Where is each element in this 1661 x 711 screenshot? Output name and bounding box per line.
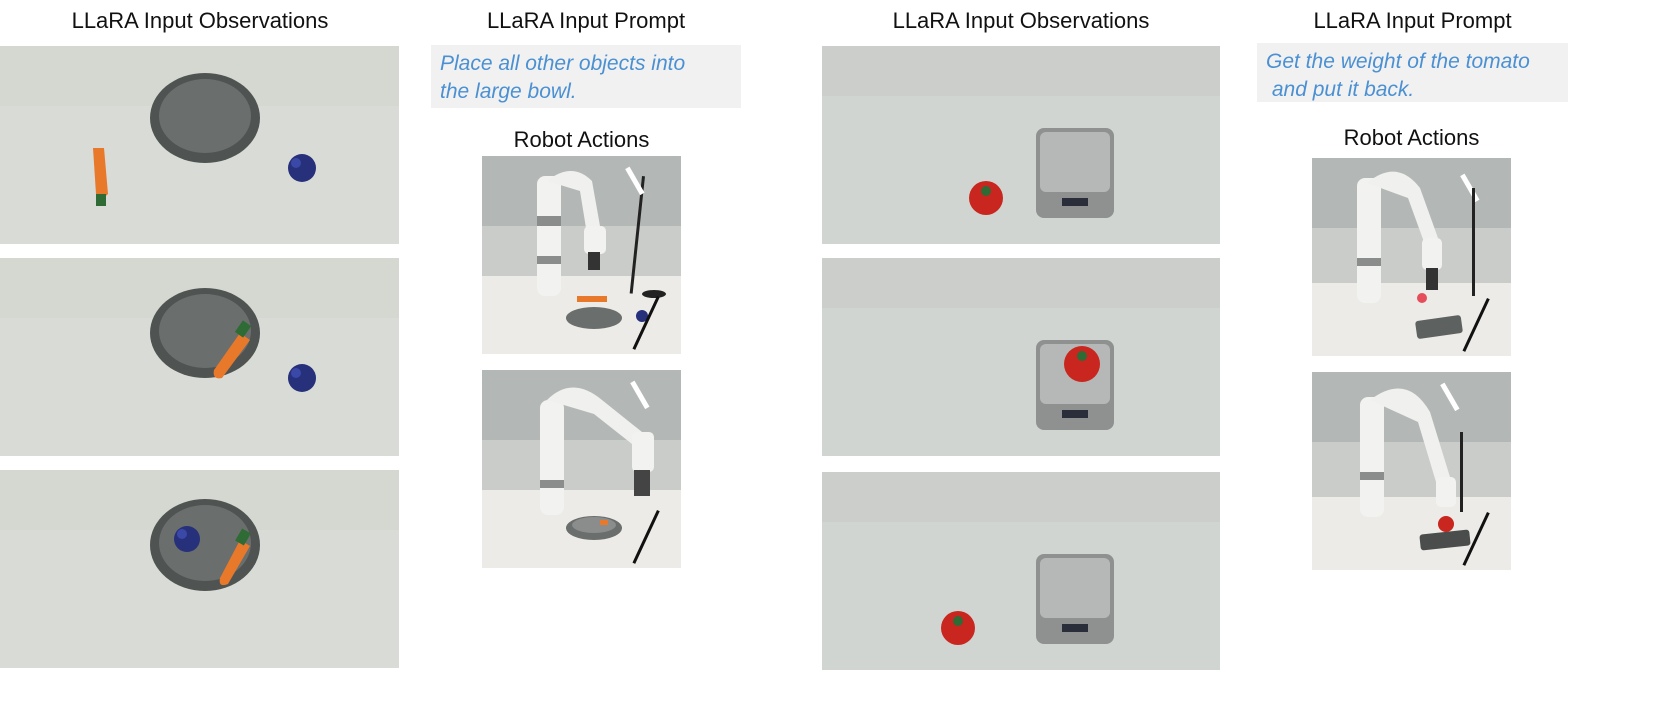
right-prompt-line-2: and put it back. bbox=[1266, 78, 1415, 101]
left-prompt-box: Place all other objects into the large b… bbox=[431, 45, 741, 108]
left-observation-image-1 bbox=[0, 46, 399, 244]
grapes-icon bbox=[174, 526, 200, 552]
left-prompt-line-2: the large bowl. bbox=[440, 80, 577, 103]
right-action-image-1 bbox=[1312, 158, 1511, 356]
scale-icon bbox=[1415, 315, 1463, 339]
tomato-icon bbox=[1438, 516, 1454, 532]
grapes-icon bbox=[288, 364, 316, 392]
right-actions-title: Robot Actions bbox=[1343, 125, 1480, 150]
left-observation-image-3 bbox=[0, 470, 399, 668]
right-action-image-2 bbox=[1312, 372, 1511, 570]
left-action-image-1 bbox=[482, 156, 681, 354]
left-observations-title: LLaRA Input Observations bbox=[71, 8, 329, 33]
right-observation-image-1 bbox=[822, 46, 1220, 244]
bowl-icon bbox=[566, 307, 622, 329]
grapes-icon bbox=[636, 310, 648, 322]
right-prompt-title: LLaRA Input Prompt bbox=[1313, 8, 1512, 33]
left-action-image-2 bbox=[482, 370, 681, 568]
right-observation-image-2 bbox=[822, 258, 1220, 456]
left-prompt-line-1: Place all other objects into bbox=[440, 52, 686, 75]
tomato-icon bbox=[1064, 346, 1100, 382]
tomato-icon bbox=[969, 181, 1003, 215]
left-prompt-title: LLaRA Input Prompt bbox=[486, 8, 686, 33]
left-observation-image-2 bbox=[0, 258, 399, 456]
scale-icon bbox=[1419, 529, 1471, 551]
carrot-icon bbox=[219, 540, 250, 586]
grapes-icon bbox=[288, 154, 316, 182]
right-observations-title: LLaRA Input Observations bbox=[892, 8, 1150, 33]
carrot-icon bbox=[213, 333, 250, 379]
right-observation-image-3 bbox=[822, 472, 1220, 670]
tomato-icon bbox=[941, 611, 975, 645]
tomato-icon bbox=[1417, 293, 1427, 303]
right-prompt-line-1: Get the weight of the tomato bbox=[1266, 50, 1530, 73]
carrot-icon bbox=[93, 148, 108, 198]
left-actions-title: Robot Actions bbox=[513, 127, 650, 152]
right-prompt-box: Get the weight of the tomato and put it … bbox=[1257, 43, 1568, 102]
